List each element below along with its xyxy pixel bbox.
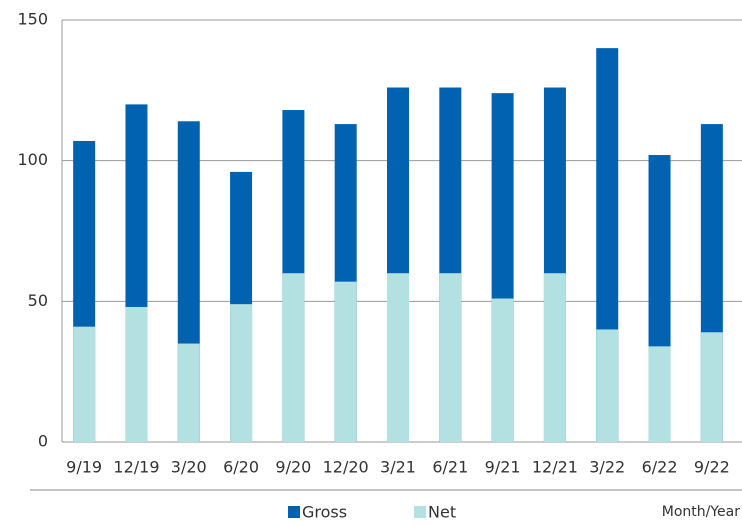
x-tick-label: 9/19 bbox=[66, 458, 102, 477]
bar bbox=[648, 346, 671, 442]
bar bbox=[387, 273, 409, 442]
x-axis-label: Month/Year bbox=[662, 504, 740, 520]
y-tick-label: 0 bbox=[38, 432, 48, 451]
x-tick-label: 12/20 bbox=[323, 458, 369, 477]
bar bbox=[439, 273, 462, 442]
x-tick-label: 12/19 bbox=[113, 458, 159, 477]
legend-label: Net bbox=[428, 503, 456, 522]
x-tick-label: 9/21 bbox=[485, 458, 521, 477]
bar bbox=[491, 298, 514, 442]
y-tick-label: 150 bbox=[17, 10, 48, 29]
x-tick-label: 6/21 bbox=[432, 458, 468, 477]
x-tick-label: 6/20 bbox=[223, 458, 259, 477]
y-tick-label: 100 bbox=[17, 150, 48, 169]
legend-swatch bbox=[414, 506, 426, 518]
x-tick-label: 3/22 bbox=[589, 458, 625, 477]
x-tick-label: 3/20 bbox=[171, 458, 207, 477]
legend-swatch bbox=[288, 506, 300, 518]
bar bbox=[125, 306, 148, 442]
bar bbox=[596, 329, 619, 442]
bar bbox=[73, 326, 96, 442]
bar bbox=[282, 273, 305, 442]
x-tick-label: 6/22 bbox=[642, 458, 678, 477]
legend-label: Gross bbox=[302, 503, 347, 522]
x-tick-label: 3/21 bbox=[380, 458, 416, 477]
x-tick-label: 9/22 bbox=[694, 458, 730, 477]
x-tick-label: 12/21 bbox=[532, 458, 578, 477]
bar bbox=[334, 281, 357, 442]
x-tick-label: 9/20 bbox=[275, 458, 311, 477]
bar bbox=[700, 332, 723, 442]
bar bbox=[543, 273, 566, 442]
y-tick-label: 50 bbox=[28, 291, 48, 310]
bar bbox=[230, 304, 253, 442]
bar bbox=[177, 343, 200, 442]
